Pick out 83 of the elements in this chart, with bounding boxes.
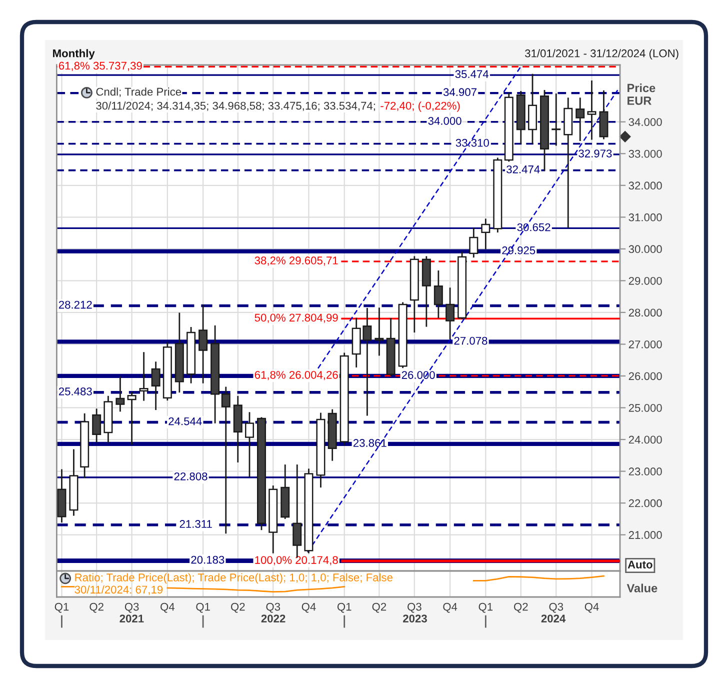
x-tick-label: Q4 [160,602,175,613]
x-tick-label: Q4 [584,602,599,613]
ref-line-label: 32.973 [578,150,612,158]
y-tick-label: 23.000 [628,468,662,476]
candlestick [116,376,125,412]
annotation: 30/11/2024: 67,19 [74,585,163,595]
text: Auto [628,560,652,568]
annotation: Cndl; Trade Price [96,88,182,97]
ref-line-label: 26.000 [402,371,435,379]
ref-line-label: 50,0% 27.804,99 [254,314,338,323]
x-tick-label: Q2 [514,602,528,613]
candlestick [587,80,596,140]
ref-line-label: 34.000 [428,116,462,125]
x-tick-label: Q1 [478,602,493,613]
y-tick-label: 31.000 [628,213,662,222]
x-tick-label: Q1 [196,602,210,613]
ref-line-label: 22.808 [174,472,208,480]
x-tick-label: Q2 [231,602,245,613]
chart-subtitle: 31/01/2021 - 31/12/2024 (LON) [525,49,678,60]
candlestick [374,308,384,356]
chart-title: Monthly [53,49,95,60]
y-tick-label: 26.000 [628,372,662,380]
candlestick [151,362,160,410]
candlestick [198,304,208,384]
annotation: -72,40; (-0,22%) [380,102,460,112]
y-tick-label: 34.000 [628,118,662,126]
ref-line-label: 34.907 [443,88,476,96]
candlestick [221,386,230,534]
ref-line-label: 25.483 [58,388,92,396]
ref-line-label: 27.078 [454,336,488,345]
candlestick [245,412,254,477]
y-tick-label: 22.000 [628,499,662,508]
y-tick-label: 33.000 [628,150,662,158]
ref-line-label: 35.474 [455,70,489,78]
ref-line-label: 33.310 [456,138,489,147]
ref-line-label: 24.544 [168,417,202,426]
y-tick-label: 28.000 [628,308,662,317]
y-tick-label: 27.000 [628,340,662,348]
candlestick [127,392,136,445]
candlestick [552,94,561,146]
ref-line-label: 30.652 [517,223,550,232]
ref-line-label: 61,8% 35.737,39 [58,62,142,71]
candlestick [292,464,302,558]
y-tick-label: 21.000 [628,531,662,539]
x-tick-label: Q3 [124,602,139,613]
y-axis-title: Value [626,584,658,592]
ref-line-label: 29.925 [502,246,536,254]
y-tick-label: 24.000 [628,436,662,444]
x-tick-label: Q1 [54,602,69,613]
text: 2022 [261,614,286,622]
candlestick [434,270,443,318]
y-tick-label: 30.000 [628,245,662,254]
text: 2021 [120,614,144,622]
ref-line-label: 28.212 [58,300,92,309]
candlestick [469,228,478,258]
text: 2024 [541,614,566,622]
ref-line-label: 100,0% 20.174,8 [255,556,338,566]
candlestick [576,98,585,141]
ref-line-label: 21.311 [180,520,212,528]
candlestick [446,288,455,340]
x-tick-label: Q1 [337,602,352,613]
y-tick-label: 25.000 [628,404,662,412]
ref-line-label: 23.861 [353,439,386,447]
text: 2023 [403,614,427,622]
x-tick-label: Q3 [408,602,422,613]
y-tick-label: 32.000 [628,182,662,190]
ref-line-label: 61,8% 26.004,26 [254,370,338,380]
x-tick-label: Q3 [266,602,280,613]
candlestick [92,408,102,442]
y-tick-label: 29.000 [628,276,662,285]
annotation: 30/11/2024; 34.314,35; 34.968,58; 33.475,16; 33.534,74; [96,102,375,111]
ref-line-label: 20.183 [191,556,224,564]
ref-line-label: 32.474 [506,165,540,174]
candlestick [481,218,490,250]
candlestick [139,352,148,401]
x-tick-label: Q2 [90,602,104,613]
x-tick-label: Q4 [302,602,316,613]
y-axis-title: Price EUR [628,84,656,105]
annotation: Ratio; Trade Price(Last); Trade Price(Last); 1,0; 1,0; False; False [75,573,392,584]
x-tick-label: Q4 [443,602,458,613]
x-tick-label: Q3 [549,602,564,613]
ref-line-label: 38,2% 29.605,71 [254,256,338,266]
x-tick-label: Q2 [372,602,386,613]
